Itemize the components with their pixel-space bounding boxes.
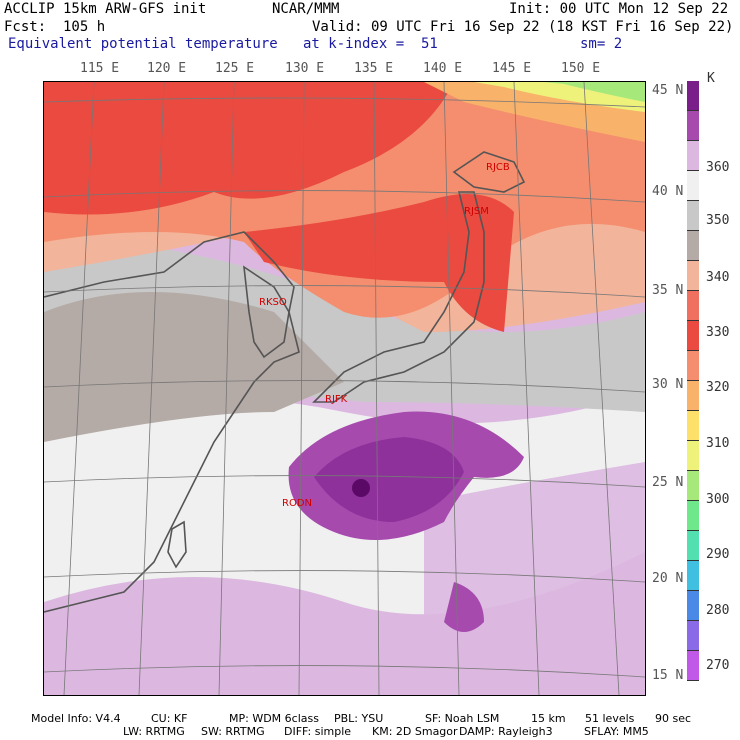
colorbar-swatch: [687, 111, 699, 141]
colorbar-label: 270: [706, 658, 730, 673]
colorbar-swatch: [687, 441, 699, 471]
footer-item: SF: Noah LSM: [425, 712, 500, 725]
colorbar-swatch: [687, 291, 699, 321]
lon-label: 145 E: [492, 61, 532, 76]
colorbar-swatch: [687, 621, 699, 651]
footer-item: PBL: YSU: [334, 712, 384, 725]
field-green: [544, 82, 645, 102]
valid-time: Valid: 09 UTC Fri 16 Sep 22 (18 KST Fri …: [312, 19, 734, 35]
footer-item: 90 sec: [655, 712, 692, 725]
field-red-japan: [244, 194, 514, 332]
field-purple-spot: [444, 582, 484, 632]
lat-label: 45 N: [652, 83, 684, 98]
lat-label: 35 N: [652, 283, 684, 298]
graticule: [44, 82, 645, 695]
coast-mainland: [44, 231, 300, 613]
org-label: NCAR/MMM: [272, 1, 340, 17]
colorbar-swatch: [687, 471, 699, 501]
footer-item: Model Info: V4.4: [31, 712, 121, 725]
lat-label: 20 N: [652, 571, 684, 586]
colorbar-label: 300: [706, 492, 730, 507]
coast-taiwan: [167, 520, 187, 569]
lat-label: 25 N: [652, 475, 684, 490]
footer-item: 51 levels: [585, 712, 635, 725]
typhoon-eye: [352, 479, 370, 497]
footer-item: CU: KF: [151, 712, 188, 725]
lat-label: 15 N: [652, 668, 684, 683]
colorbar-swatch: [687, 411, 699, 441]
colorbar-unit: K: [707, 71, 715, 86]
colorbar-swatch: [687, 351, 699, 381]
coast-korea: [243, 265, 290, 359]
colorbar: [687, 81, 699, 681]
footer-item: DAMP: Rayleigh3: [459, 725, 553, 738]
colorbar-label: 360: [706, 160, 730, 175]
colorbar-swatch: [687, 231, 699, 261]
footer-item: KM: 2D Smagor: [372, 725, 458, 738]
colorbar-swatch: [687, 261, 699, 291]
colorbar-swatch: [687, 651, 699, 681]
colorbar-label: 330: [706, 325, 730, 340]
field-tan-land: [44, 292, 344, 442]
station-label: RJFK: [325, 394, 348, 405]
footer-item: SW: RRTMG: [201, 725, 265, 738]
coast-japan: [312, 191, 485, 403]
smoothing-info: sm= 2: [580, 36, 623, 52]
colorbar-label: 280: [706, 603, 730, 618]
colorbar-swatch: [687, 381, 699, 411]
lon-label: 135 E: [354, 61, 394, 76]
colorbar-swatch: [687, 321, 699, 351]
colorbar-swatch: [687, 201, 699, 231]
lon-label: 115 E: [80, 61, 120, 76]
forecast-hour: Fcst: 105 h: [4, 19, 106, 35]
station-label: RODN: [282, 498, 312, 509]
lon-label: 140 E: [423, 61, 463, 76]
lon-label: 150 E: [561, 61, 601, 76]
lat-label: 30 N: [652, 377, 684, 392]
colorbar-label: 340: [706, 270, 730, 285]
typhoon-inner: [314, 437, 464, 522]
field-name: Equivalent potential temperature: [8, 36, 278, 52]
field-red-north: [44, 82, 454, 215]
footer-item: MP: WDM 6class: [229, 712, 319, 725]
lon-label: 120 E: [147, 61, 187, 76]
level-info: at k-index = 51: [303, 36, 438, 52]
colorbar-swatch: [687, 591, 699, 621]
colorbar-swatch: [687, 531, 699, 561]
colorbar-swatch: [687, 81, 699, 111]
footer-item: DIFF: simple: [284, 725, 352, 738]
colorbar-label: 320: [706, 380, 730, 395]
colorbar-swatch: [687, 171, 699, 201]
colorbar-label: 350: [706, 213, 730, 228]
footer-item: SFLAY: MM5: [584, 725, 649, 738]
colorbar-swatch: [687, 561, 699, 591]
lon-label: 130 E: [285, 61, 325, 76]
coast-hokkaido: [452, 151, 526, 193]
map-field-svg: [44, 82, 645, 695]
footer-item: LW: RRTMG: [123, 725, 185, 738]
colorbar-label: 310: [706, 436, 730, 451]
colorbar-label: 290: [706, 547, 730, 562]
station-label: RKSO: [259, 297, 287, 308]
station-label: RJSM: [464, 206, 489, 217]
init-time: Init: 00 UTC Mon 12 Sep 22: [509, 1, 729, 17]
station-label: RJCB: [486, 162, 510, 173]
lon-label: 125 E: [215, 61, 255, 76]
model-title: ACCLIP 15km ARW-GFS init: [4, 1, 207, 17]
colorbar-swatch: [687, 501, 699, 531]
colorbar-swatch: [687, 141, 699, 171]
lat-label: 40 N: [652, 184, 684, 199]
footer-item: 15 km: [531, 712, 566, 725]
map-plot: [43, 81, 646, 696]
